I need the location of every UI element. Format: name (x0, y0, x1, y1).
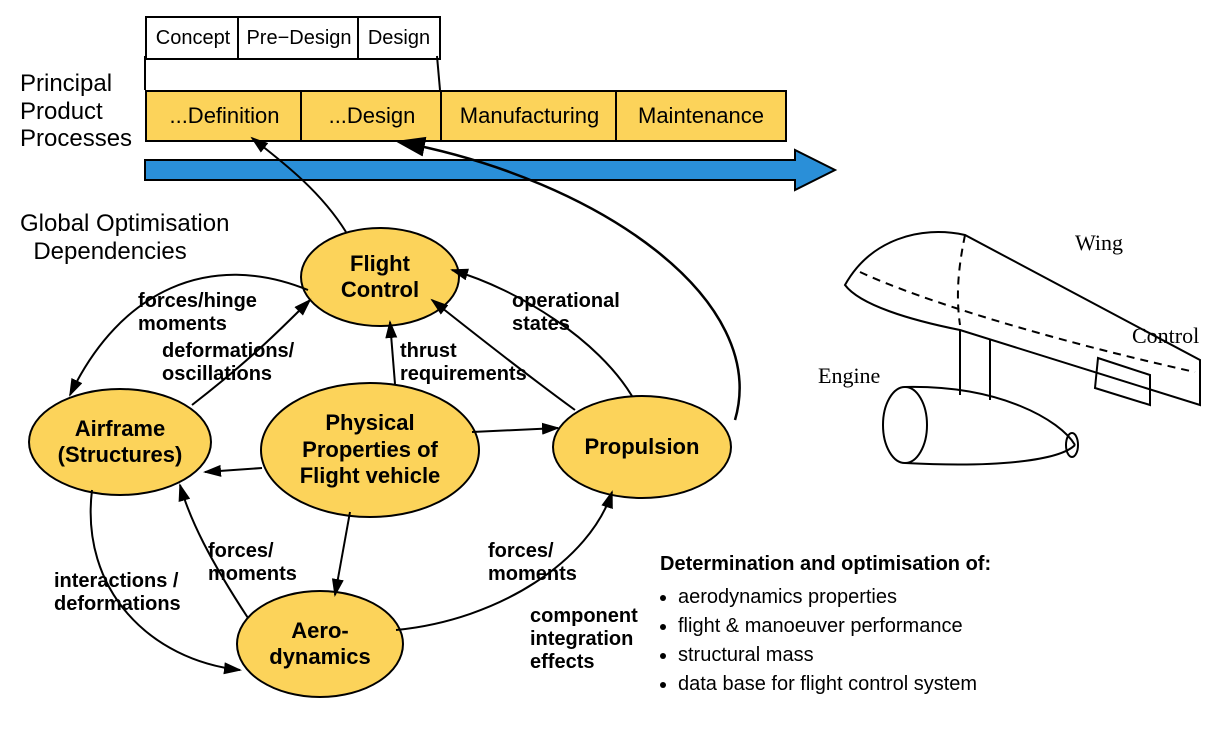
connector-right (437, 56, 440, 90)
label-engine: Engine (818, 363, 880, 389)
arrow-physical-to-propulsion (472, 428, 558, 432)
label-control: Control (1132, 323, 1199, 349)
ellipse-propulsion: Propulsion (552, 395, 732, 499)
ellipse-flight-control: Flight Control (300, 227, 460, 327)
bullet-title: Determination and optimisation of: (660, 550, 1180, 579)
topbox-design-label: Design (368, 27, 430, 50)
phase-design-label: ...Design (329, 103, 416, 129)
phase-manufacturing-label: Manufacturing (460, 103, 599, 129)
arrow-physical-to-flight (390, 322, 395, 384)
label-thrust: thrust requirements (400, 340, 527, 386)
label-deformations: deformations/ oscillations (162, 340, 294, 386)
arrow-physical-to-aero (335, 512, 350, 595)
ellipse-airframe: Airframe (Structures) (28, 388, 212, 496)
label-wing: Wing (1075, 230, 1123, 256)
topbox-design: Design (357, 16, 441, 60)
bullet-2: flight & manoeuver performance (678, 612, 1180, 641)
ellipse-aerodynamics: Aero- dynamics (236, 590, 404, 698)
label-forces-moments-2: forces/ moments (488, 540, 577, 586)
phase-definition-label: ...Definition (169, 103, 279, 129)
label-operational: operational states (512, 290, 620, 336)
arrow-to-definition (252, 138, 346, 232)
phase-design: ...Design (300, 90, 444, 142)
heading-global-opt: Global Optimisation Dependencies (20, 210, 229, 265)
phase-manufacturing: Manufacturing (440, 90, 619, 142)
label-interactions: interactions / deformations (54, 570, 181, 616)
phase-definition: ...Definition (145, 90, 304, 142)
topbox-concept-label: Concept (156, 27, 231, 50)
timeline-arrow (145, 150, 835, 190)
topbox-predesign: Pre−Design (237, 16, 361, 60)
label-forces-hinge: forces/hinge moments (138, 290, 257, 336)
phase-maintenance: Maintenance (615, 90, 787, 142)
bullet-4: data base for flight control system (678, 670, 1180, 699)
label-forces-moments-1: forces/ moments (208, 540, 297, 586)
topbox-concept: Concept (145, 16, 241, 60)
bullet-1: aerodynamics properties (678, 583, 1180, 612)
label-component: component integration effects (530, 605, 638, 674)
arrow-physical-to-airframe (205, 468, 262, 472)
bullet-list: Determination and optimisation of: aerod… (660, 550, 1180, 699)
topbox-predesign-label: Pre−Design (246, 27, 351, 50)
bullet-3: structural mass (678, 641, 1180, 670)
phase-maintenance-label: Maintenance (638, 103, 764, 129)
heading-principal: Principal Product Processes (20, 70, 132, 153)
ellipse-physical: Physical Properties of Flight vehicle (260, 382, 480, 518)
